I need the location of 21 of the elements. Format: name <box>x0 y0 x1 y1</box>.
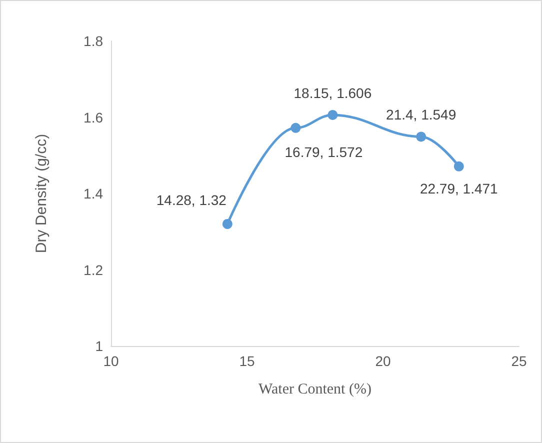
point <box>416 132 426 142</box>
y-tick-label: 1.2 <box>84 262 104 278</box>
y-tick-label: 1.8 <box>84 33 104 49</box>
point <box>328 110 338 120</box>
data-label: 16.79, 1.572 <box>284 144 363 160</box>
x-tick-label: 10 <box>103 353 119 369</box>
data-label: 14.28, 1.32 <box>156 192 227 208</box>
data-label: 22.79, 1.471 <box>420 180 498 196</box>
y-tick-label: 1.6 <box>84 109 104 126</box>
x-axis-title: Water Content (%) <box>258 382 372 398</box>
data-label: 18.15, 1.606 <box>294 84 372 101</box>
y-axis-title: Dry Density (g/cc) <box>33 134 50 254</box>
y-tick-label: 1 <box>95 338 104 354</box>
y-tick-label: 1.4 <box>84 186 104 202</box>
point <box>290 122 301 133</box>
data-label: 21.4, 1.549 <box>386 106 456 123</box>
x-tick-label: 25 <box>511 353 527 369</box>
x-tick-label: 20 <box>375 353 391 369</box>
point <box>454 161 464 172</box>
x-tick-label: 15 <box>239 353 255 369</box>
point <box>222 219 232 229</box>
